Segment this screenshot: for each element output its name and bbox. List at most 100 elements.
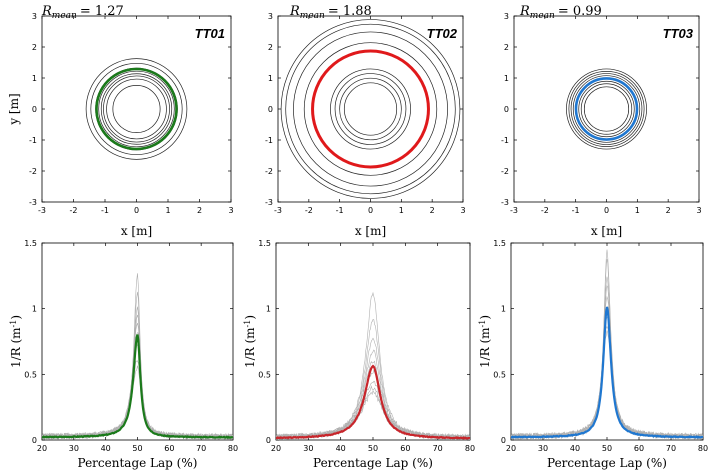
r-mean-symbol: R bbox=[41, 4, 52, 19]
y-axis-label-end: ) bbox=[243, 315, 257, 320]
trial-path bbox=[580, 83, 633, 135]
y-tick-label: -1 bbox=[265, 136, 273, 145]
trial-curve bbox=[276, 369, 470, 440]
trial-curve bbox=[511, 316, 703, 440]
r-mean-subscript: mean bbox=[52, 11, 77, 21]
trial-curve bbox=[276, 319, 470, 440]
x-tick-label: -2 bbox=[305, 206, 313, 215]
x-tick-label: 70 bbox=[433, 444, 443, 453]
trial-curve bbox=[511, 330, 703, 439]
y-tick-label: 0.5 bbox=[493, 370, 506, 379]
axes-frame bbox=[41, 15, 232, 203]
trial-path bbox=[100, 73, 173, 145]
r-mean-label: Rmean = 1.27 bbox=[41, 4, 124, 21]
y-axis-label-sup: -1 bbox=[478, 320, 487, 328]
x-axis-label: Percentage Lap (%) bbox=[313, 456, 433, 470]
trial-path bbox=[85, 58, 188, 160]
r-mean-label: Rmean = 0.99 bbox=[519, 4, 602, 21]
x-tick-label: -3 bbox=[38, 206, 46, 215]
x-tick-label: -1 bbox=[572, 206, 580, 215]
x-tick-label: 50 bbox=[132, 444, 142, 453]
trial-path bbox=[280, 19, 461, 199]
mean-curve bbox=[42, 334, 233, 440]
x-tick-label: 0 bbox=[134, 206, 139, 215]
trial-curve bbox=[276, 349, 470, 440]
x-tick-label: 80 bbox=[228, 444, 238, 453]
trial-path bbox=[568, 71, 645, 147]
x-tick-label: 1 bbox=[635, 206, 640, 215]
x-tick-label: -3 bbox=[510, 206, 518, 215]
y-tick-label: -1 bbox=[501, 136, 509, 145]
y-tick-label: 3 bbox=[268, 12, 273, 21]
y-axis-label-end: ) bbox=[9, 315, 23, 320]
x-tick-label: 30 bbox=[303, 444, 313, 453]
x-tick-label: 0 bbox=[368, 206, 373, 215]
panel-curvature-tt02: 20 30 40 50 60 70 80 0 0.5 1 1.5 Percentage Lap (%)… bbox=[243, 239, 475, 470]
trial-path bbox=[90, 62, 183, 156]
trial-curve bbox=[42, 360, 233, 440]
trial-curve bbox=[276, 389, 470, 440]
x-axis-label: x [m] bbox=[121, 224, 152, 238]
axes-frame bbox=[277, 15, 464, 203]
x-tick-label: 60 bbox=[400, 444, 410, 453]
y-axis-label-main: 1/R (m bbox=[478, 327, 492, 368]
trial-path bbox=[583, 86, 630, 132]
y-tick-label: 0 bbox=[32, 436, 37, 445]
r-mean-subscript: mean bbox=[530, 11, 555, 21]
y-tick-label: -2 bbox=[501, 167, 509, 176]
plot-area bbox=[511, 249, 703, 440]
x-axis-label: x [m] bbox=[355, 224, 386, 238]
r-mean-symbol: R bbox=[289, 4, 300, 19]
trial-path bbox=[566, 68, 647, 150]
x-tick-label: 2 bbox=[666, 206, 671, 215]
y-tick-label: 0.5 bbox=[258, 370, 271, 379]
y-tick-label: 1 bbox=[32, 74, 37, 83]
run-title: TT02 bbox=[427, 26, 458, 41]
plot-area bbox=[276, 291, 470, 440]
r-mean-value: = 1.88 bbox=[328, 4, 372, 19]
x-tick-label: 3 bbox=[460, 206, 465, 215]
y-tick-label: 3 bbox=[32, 12, 37, 21]
y-tick-label: -2 bbox=[29, 167, 37, 176]
x-tick-label: -2 bbox=[70, 206, 78, 215]
trial-curve bbox=[511, 326, 703, 439]
x-tick-label: 2 bbox=[197, 206, 202, 215]
axes-frame bbox=[510, 242, 704, 441]
mean-curve bbox=[276, 364, 470, 440]
r-mean-value: = 1.27 bbox=[80, 4, 124, 19]
y-tick-label: -1 bbox=[29, 136, 37, 145]
y-tick-label: 2 bbox=[32, 43, 37, 52]
y-axis-label-sup: -1 bbox=[9, 320, 18, 328]
r-mean-label: Rmean = 1.88 bbox=[289, 4, 372, 21]
x-tick-label: 40 bbox=[336, 444, 346, 453]
trial-curve bbox=[42, 365, 233, 439]
x-tick-label: -2 bbox=[541, 206, 549, 215]
r-mean-value: = 0.99 bbox=[558, 4, 602, 19]
x-tick-label: 0 bbox=[604, 206, 609, 215]
x-tick-label: -3 bbox=[274, 206, 282, 215]
trial-path bbox=[570, 73, 643, 145]
y-tick-label: 1 bbox=[501, 305, 506, 314]
x-tick-label: 80 bbox=[698, 444, 708, 453]
y-tick-label: 0 bbox=[268, 105, 273, 114]
run-title: TT03 bbox=[663, 26, 694, 41]
y-tick-label: 1.5 bbox=[258, 239, 271, 248]
x-tick-label: 50 bbox=[602, 444, 612, 453]
trial-curve bbox=[511, 295, 703, 440]
mean-curve bbox=[511, 306, 703, 439]
y-axis-label: 1/R (m-1) bbox=[9, 315, 23, 368]
trial-curve bbox=[42, 344, 233, 440]
panel-trajectory-tt03: -3 -2 -1 0 1 2 3 -3 -2 -1 0 1 2 3 TT03 Rmean = 0.99 x [m] bbox=[501, 4, 702, 238]
x-tick-label: -1 bbox=[101, 206, 109, 215]
x-tick-label: 20 bbox=[506, 444, 516, 453]
y-axis-label: 1/R (m-1) bbox=[478, 315, 492, 368]
y-tick-label: 2 bbox=[504, 43, 509, 52]
y-tick-label: 0 bbox=[32, 105, 37, 114]
y-tick-label: 0 bbox=[266, 436, 271, 445]
trial-path bbox=[339, 77, 402, 141]
r-mean-symbol: R bbox=[519, 4, 530, 19]
panel-curvature-tt03: 20 30 40 50 60 70 80 0 0.5 1 1.5 Percentage Lap (%)… bbox=[478, 239, 708, 470]
trial-path bbox=[285, 23, 456, 195]
panel-trajectory-tt01: -3 -2 -1 0 1 2 3 -3 -2 -1 0 1 2 3 TT01 Rmean = 1.27 x [m]… bbox=[7, 4, 234, 238]
x-tick-label: 30 bbox=[69, 444, 79, 453]
